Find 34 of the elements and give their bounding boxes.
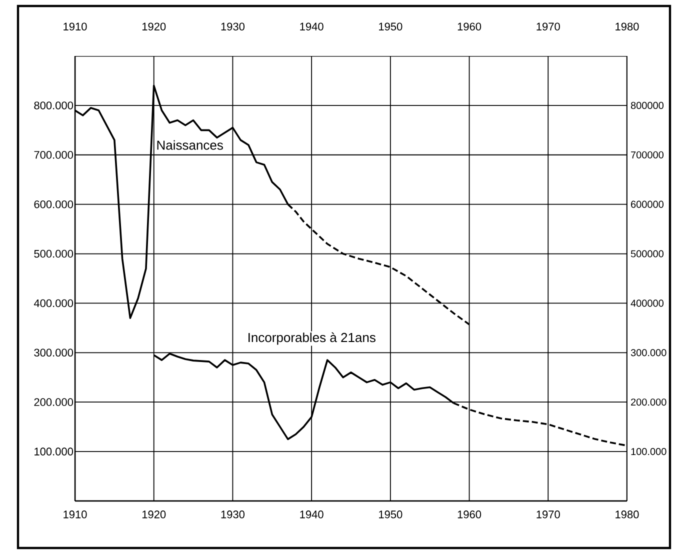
y-tick-label: 100.000 bbox=[34, 448, 74, 456]
y-tick-label: 200.000 bbox=[34, 398, 74, 406]
x2-tick-label: 1910 bbox=[64, 22, 87, 30]
x-tick-label: 1960 bbox=[458, 510, 482, 518]
x2-tick-label: 1950 bbox=[379, 22, 402, 30]
y2-tick-label: 700000 bbox=[631, 151, 664, 158]
x2-tick-label: 1940 bbox=[300, 22, 324, 30]
x-tick-label: 1980 bbox=[616, 510, 639, 518]
series-label: Naissances bbox=[157, 140, 223, 150]
y2-tick-label: 600000 bbox=[631, 200, 664, 208]
y2-tick-label: 800000 bbox=[630, 102, 664, 109]
y-tick-label: 800.000 bbox=[34, 102, 74, 110]
y-tick-label: 600.000 bbox=[34, 200, 74, 208]
x-tick-label: 1970 bbox=[536, 510, 560, 518]
y-tick-label: 700.000 bbox=[34, 151, 74, 159]
x2-tick-label: 1980 bbox=[616, 22, 639, 30]
y2-tick-label: 400000 bbox=[630, 300, 664, 307]
y2-tick-label: 200.000 bbox=[631, 398, 666, 406]
x2-tick-label: 1970 bbox=[536, 22, 560, 30]
y2-tick-label: 100.000 bbox=[631, 448, 666, 456]
x-tick-label: 1930 bbox=[221, 510, 245, 518]
y2-tick-label: 500000 bbox=[630, 250, 664, 258]
y-tick-label: 300.000 bbox=[34, 348, 74, 357]
y-tick-label: 500.000 bbox=[34, 250, 74, 258]
x-tick-label: 1910 bbox=[64, 510, 87, 518]
x-tick-label: 1920 bbox=[142, 510, 166, 518]
x-tick-label: 1940 bbox=[300, 510, 324, 518]
series-label: Incorporables à 21ans bbox=[248, 332, 376, 345]
y2-tick-label: 300.000 bbox=[630, 349, 666, 356]
y-tick-label: 400.000 bbox=[34, 299, 74, 308]
x2-tick-label: 1920 bbox=[142, 22, 166, 30]
x2-tick-label: 1930 bbox=[221, 22, 245, 30]
x-tick-label: 1950 bbox=[379, 510, 402, 518]
x2-tick-label: 1960 bbox=[458, 22, 482, 30]
